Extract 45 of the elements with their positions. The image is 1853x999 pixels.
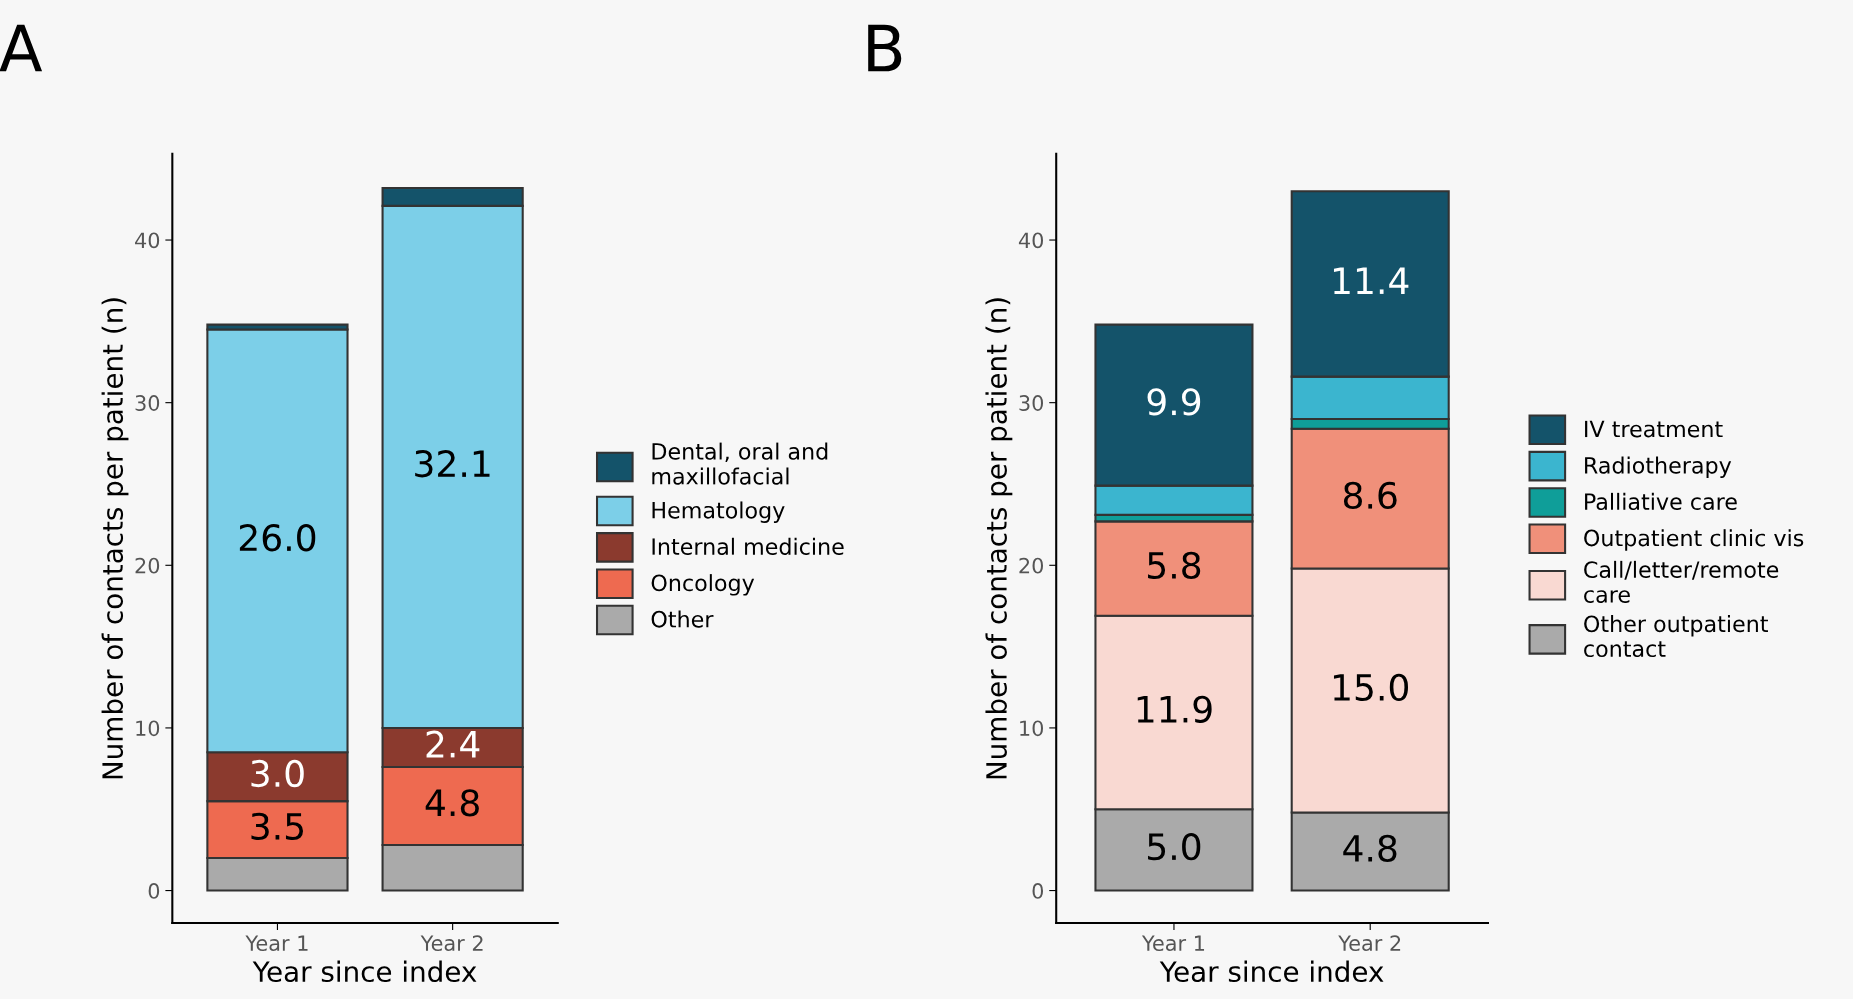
x-axis-title: Year since index	[1159, 960, 1384, 983]
y-axis-title: Number of contacts per patient (n)	[985, 298, 1013, 779]
y-tick-label: 20	[135, 557, 160, 574]
y-tick-label: 20	[1019, 557, 1044, 574]
y-tick-label: 0	[148, 883, 160, 899]
chart-title: B	[868, 24, 902, 72]
data-label: 11.9	[1137, 695, 1212, 723]
legend-label: Palliative care	[1585, 492, 1737, 511]
data-label: 11.4	[1333, 267, 1409, 294]
data-label: 15.0	[1333, 673, 1409, 701]
y-tick-label: 40	[1018, 232, 1044, 249]
y-tick-label: 30	[1019, 395, 1044, 411]
x-axis-title: Year since index	[252, 960, 477, 983]
y-tick-label: 10	[136, 720, 160, 737]
data-label: 32.1	[415, 450, 490, 478]
legend-label: Call/letter/remote care	[1584, 560, 1779, 603]
x-tick-label: Year 1	[1141, 935, 1205, 952]
data-label: 4.8	[1343, 834, 1397, 862]
data-label: 26.0	[239, 524, 316, 552]
data-label: 3.0	[251, 759, 304, 788]
y-tick-label: 0	[1032, 883, 1044, 899]
data-label: 3.5	[251, 812, 304, 841]
x-tick-label: Year 2	[1338, 935, 1401, 952]
y-tick-label: 30	[135, 395, 160, 411]
x-tick-label: Year 2	[420, 935, 483, 952]
legend-label: Other	[651, 610, 714, 628]
y-axis-title: Number of contacts per patient (n)	[101, 298, 129, 779]
data-label: 5.8	[1148, 551, 1201, 580]
legend-label: Radiotherapy	[1585, 456, 1732, 479]
data-label: 4.8	[425, 789, 479, 817]
data-label: 5.0	[1148, 833, 1201, 861]
data-label: 9.9	[1147, 388, 1201, 416]
legend-label: Internal medicine	[652, 537, 844, 555]
data-label: 2.4	[426, 730, 480, 758]
x-tick-label: Year 1	[245, 935, 308, 952]
y-tick-label: 40	[135, 232, 160, 249]
chart-title: A	[0, 24, 43, 72]
legend-label: Hematology	[652, 501, 785, 523]
legend-label: Oncology	[651, 574, 755, 596]
legend-label: Other outpatient contact	[1584, 615, 1768, 658]
legend-label: Outpatient clinic vis	[1584, 529, 1804, 551]
legend-label: Dental, oral and maxillofacial	[652, 442, 828, 485]
y-tick-label: 10	[1020, 720, 1044, 737]
data-label: 8.6	[1343, 481, 1397, 510]
legend-label: IV treatment	[1585, 420, 1723, 438]
